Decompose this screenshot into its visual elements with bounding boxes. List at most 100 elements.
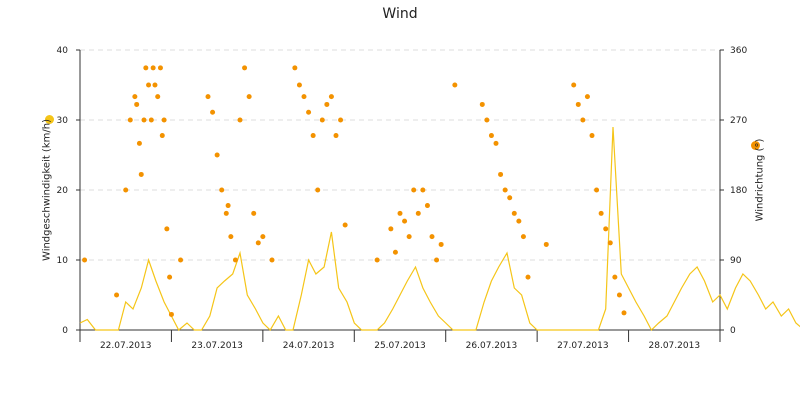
wind-direction-point	[612, 274, 618, 280]
wind-direction-point	[392, 249, 398, 255]
wind-direction-point	[598, 210, 604, 216]
wind-direction-point	[333, 133, 339, 139]
wind-direction-point	[411, 187, 417, 193]
wind-direction-point	[575, 101, 581, 107]
wind-direction-point	[429, 234, 435, 240]
wind-direction-point	[516, 218, 522, 224]
wind-direction-point	[397, 210, 403, 216]
wind-direction-point	[520, 234, 526, 240]
x-tick-label: 22.07.2013	[100, 341, 152, 351]
wind-direction-point	[132, 94, 138, 100]
wind-direction-point	[138, 171, 144, 177]
wind-direction-point	[150, 65, 156, 71]
wind-direction-point	[589, 133, 595, 139]
wind-direction-point	[452, 82, 458, 88]
wind-direction-point	[260, 234, 266, 240]
wind-direction-point	[603, 226, 609, 232]
wind-direction-point	[205, 94, 211, 100]
wind-direction-point	[232, 257, 238, 263]
wind-direction-point	[157, 65, 163, 71]
wind-direction-point	[143, 65, 149, 71]
wind-direction-point	[242, 65, 248, 71]
chart-title: Wind	[382, 6, 418, 22]
wind-direction-point	[292, 65, 298, 71]
y-tick-left-label: 0	[62, 326, 68, 336]
wind-direction-point	[225, 203, 231, 209]
x-tick-label: 26.07.2013	[466, 341, 518, 351]
wind-direction-point	[159, 133, 165, 139]
wind-direction-point	[152, 82, 158, 88]
x-tick-label: 23.07.2013	[191, 341, 243, 351]
wind-direction-point	[237, 117, 243, 123]
y-tick-right-label: 270	[730, 116, 747, 126]
wind-direction-point	[210, 109, 216, 115]
wind-direction-point	[493, 140, 499, 146]
y-tick-left-label: 10	[57, 256, 69, 266]
wind-direction-point	[306, 109, 312, 115]
wind-direction-point	[315, 187, 321, 193]
wind-direction-point	[594, 187, 600, 193]
wind-direction-point	[146, 82, 152, 88]
wind-direction-point	[319, 117, 325, 123]
wind-direction-point	[328, 94, 334, 100]
wind-direction-point	[502, 187, 508, 193]
y-tick-right-label: 90	[730, 256, 742, 266]
x-tick-label: 24.07.2013	[283, 341, 335, 351]
wind-direction-point	[134, 101, 140, 107]
wind-direction-point	[324, 101, 330, 107]
y-tick-left-label: 20	[57, 186, 69, 196]
wind-direction-point	[214, 152, 220, 158]
wind-direction-point	[141, 117, 147, 123]
direction-legend-marker	[751, 141, 760, 150]
wind-direction-point	[228, 234, 234, 240]
wind-direction-point	[498, 171, 504, 177]
wind-direction-point	[621, 310, 627, 316]
y-tick-right-label: 180	[730, 186, 747, 196]
wind-direction-point	[136, 140, 142, 146]
wind-direction-point	[479, 101, 485, 107]
wind-direction-point	[223, 210, 229, 216]
wind-direction-point	[438, 241, 444, 247]
wind-direction-point	[123, 187, 129, 193]
wind-direction-point	[296, 82, 302, 88]
wind-direction-point	[374, 257, 380, 263]
wind-speed-line	[79, 126, 800, 331]
wind-direction-point	[607, 240, 613, 246]
wind-direction-point	[415, 210, 421, 216]
wind-direction-point	[616, 292, 622, 298]
wind-direction-point	[251, 210, 257, 216]
wind-direction-point	[511, 210, 517, 216]
wind-direction-point	[338, 117, 344, 123]
wind-direction-point	[269, 257, 275, 263]
wind-direction-point	[420, 187, 426, 193]
wind-direction-point	[571, 82, 577, 88]
wind-direction-point	[543, 241, 549, 247]
wind-direction-point	[406, 234, 412, 240]
wind-direction-point	[507, 195, 513, 201]
wind-direction-point	[434, 257, 440, 263]
wind-direction-point	[167, 274, 173, 280]
wind-direction-point	[161, 117, 167, 123]
y-tick-left-label: 40	[57, 46, 69, 56]
wind-direction-point	[127, 117, 133, 123]
x-tick-label: 28.07.2013	[649, 341, 701, 351]
wind-direction-point	[148, 117, 154, 123]
wind-direction-point	[82, 257, 88, 263]
x-tick-label: 27.07.2013	[557, 341, 609, 351]
wind-direction-point	[246, 94, 252, 100]
wind-direction-point	[168, 311, 174, 317]
wind-direction-point	[164, 226, 170, 232]
wind-direction-point	[488, 133, 494, 139]
wind-direction-point	[310, 133, 316, 139]
y-tick-left-label: 30	[57, 116, 69, 126]
speed-legend-marker	[45, 115, 54, 124]
wind-direction-point	[584, 94, 590, 100]
wind-direction-point	[219, 187, 225, 193]
wind-direction-point	[178, 257, 184, 263]
y-tick-right-label: 0	[730, 326, 736, 336]
wind-direction-point	[424, 203, 430, 209]
y-tick-right-label: 360	[730, 46, 747, 56]
wind-direction-point	[114, 292, 120, 298]
wind-direction-point	[342, 222, 348, 228]
